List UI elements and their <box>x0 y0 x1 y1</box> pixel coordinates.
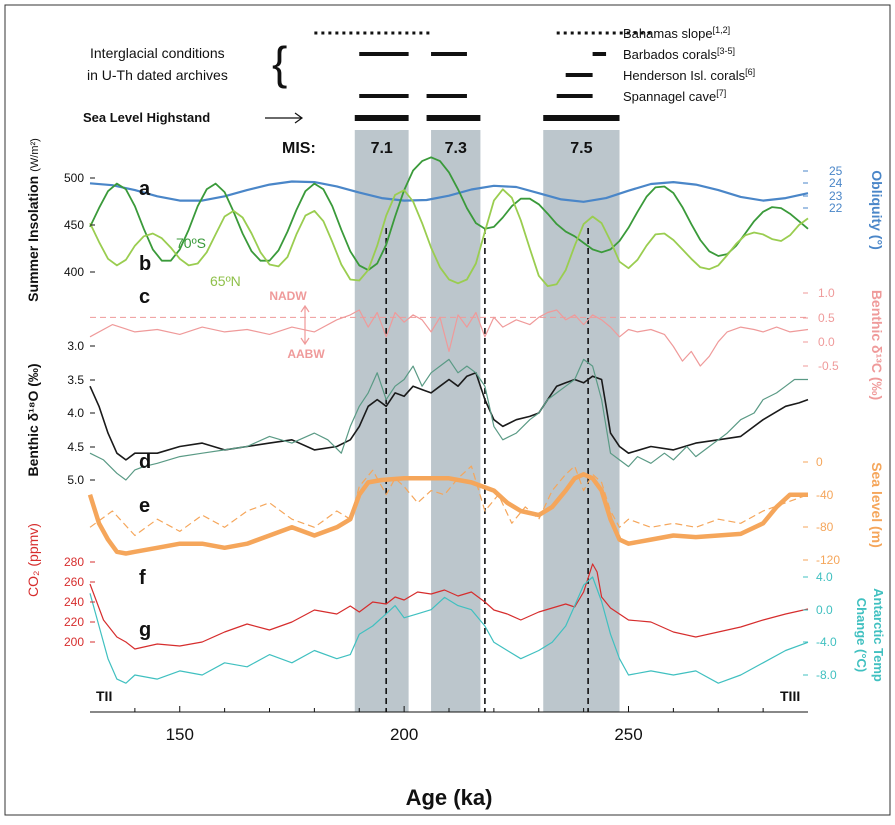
highstand-arrow <box>265 112 304 124</box>
tick-label: 0.0 <box>818 335 835 349</box>
archive-labels: Bahamas slope[1,2] Barbados corals[3-5] He… <box>623 25 755 104</box>
series-line <box>89 309 809 367</box>
archive-label: Henderson Isl. corals[6] <box>623 67 755 83</box>
interglacial-header: Interglacial conditions <box>90 45 225 61</box>
d13c-axis-label: Benthic δ¹³C (‰) <box>869 290 885 400</box>
archive-ref: [7] <box>716 88 726 98</box>
tick-label: 4.0 <box>67 406 84 420</box>
tick-label: 25 <box>829 164 843 178</box>
tick-label: 22 <box>829 201 843 215</box>
highstand-label: Sea Level Highstand <box>83 110 210 125</box>
dashed-markers <box>90 228 808 712</box>
tick-label: 4.5 <box>67 440 84 454</box>
x-tick-label: 200 <box>390 725 418 744</box>
aabw-label: AABW <box>287 347 325 361</box>
mis-label: MIS: <box>282 140 316 157</box>
series-line <box>89 156 809 271</box>
tick-label: 4.0 <box>816 570 833 584</box>
panel-letter: g <box>139 619 151 641</box>
series-line <box>87 472 808 556</box>
tick-label: -0.5 <box>818 359 839 373</box>
tick-label: 1.0 <box>818 286 835 300</box>
tick-label: 260 <box>64 575 84 589</box>
tick-label: 500 <box>64 171 84 185</box>
panel-letter: b <box>139 253 151 275</box>
tick-label: 24 <box>829 176 843 190</box>
panel-letters: a bc de f g <box>139 178 151 641</box>
panel-letter: a <box>139 178 151 200</box>
antarctic-axis-label-2: Change (°C) <box>854 598 869 673</box>
d18o-axis-label: Benthic δ¹⁸O (‰) <box>25 363 41 476</box>
tick-label: 450 <box>64 218 84 232</box>
x-tick-label: 150 <box>166 725 194 744</box>
panel-letter: f <box>139 567 146 589</box>
mis-stage-label: 7.3 <box>445 140 467 157</box>
mis-band-7.1 <box>354 130 409 712</box>
tick-label: -4.0 <box>816 635 837 649</box>
tiii-label: TIII <box>780 688 800 704</box>
tick-label: -40 <box>816 488 834 502</box>
series-line <box>89 358 808 481</box>
co2-axis-label: CO₂ (ppmv) <box>25 523 41 597</box>
mis-bands <box>354 130 620 712</box>
mis-stage-label: 7.1 <box>371 140 393 157</box>
tick-label: 400 <box>64 265 84 279</box>
insolation-axis-label: Summer Insolation(W/m²) <box>25 138 41 302</box>
tick-label: 240 <box>64 595 84 609</box>
tick-label: 3.0 <box>67 339 84 353</box>
mis-stage-label: 7.5 <box>570 140 592 157</box>
mis-stage-labels: 7.1 7.3 7.5 <box>371 140 593 157</box>
tick-label: -8.0 <box>816 668 837 682</box>
nadw-label: NADW <box>269 289 307 303</box>
panel-letter: e <box>139 495 150 517</box>
curly-brace: { <box>272 37 287 89</box>
sealevel-axis-label: Sea level (m) <box>869 462 885 548</box>
series-line <box>89 465 809 537</box>
archive-label: Spannagel cave[7] <box>623 88 726 104</box>
series-line <box>89 188 809 287</box>
archive-label: Bahamas slope[1,2] <box>623 25 730 41</box>
archive-ref: [3-5] <box>717 46 735 56</box>
panel-letter: c <box>139 286 150 308</box>
tick-label: 5.0 <box>67 473 84 487</box>
archive-ref: [6] <box>745 67 755 77</box>
data-series <box>87 156 809 684</box>
tick-label: 220 <box>64 615 84 629</box>
x-axis-label: Age (ka) <box>406 785 493 810</box>
tick-label: 280 <box>64 555 84 569</box>
interglacial-subheader: in U-Th dated archives <box>87 67 228 83</box>
obliquity-axis-label: Obliquity (°) <box>869 170 885 249</box>
series-line <box>89 576 809 684</box>
archive-ref: [1,2] <box>713 25 731 35</box>
tick-label: -120 <box>816 553 840 567</box>
series-line <box>89 180 809 203</box>
mis-band-7.3 <box>431 130 481 712</box>
panel-letter: d <box>139 451 151 473</box>
archive-bars <box>314 31 656 121</box>
archive-label: Barbados corals[3-5] <box>623 46 735 62</box>
mis-band-7.5 <box>543 130 620 712</box>
lat-south-label: 70ºS <box>176 235 206 251</box>
lat-north-label: 65ºN <box>210 273 241 289</box>
axis-ticks: 5004504003.03.54.04.55.02802602402202002… <box>64 164 843 744</box>
series-line <box>89 563 809 650</box>
tick-label: 23 <box>829 189 843 203</box>
ocean-arrow <box>300 304 310 346</box>
x-tick-label: 250 <box>614 725 642 744</box>
tick-label: -80 <box>816 520 834 534</box>
tick-label: 0 <box>816 455 823 469</box>
tick-label: 0.0 <box>816 603 833 617</box>
tii-label: TII <box>96 688 112 704</box>
tick-label: 0.5 <box>818 311 835 325</box>
antarctic-axis-label-1: Antarctic Temp <box>871 588 886 682</box>
tick-label: 200 <box>64 635 84 649</box>
tick-label: 3.5 <box>67 373 84 387</box>
